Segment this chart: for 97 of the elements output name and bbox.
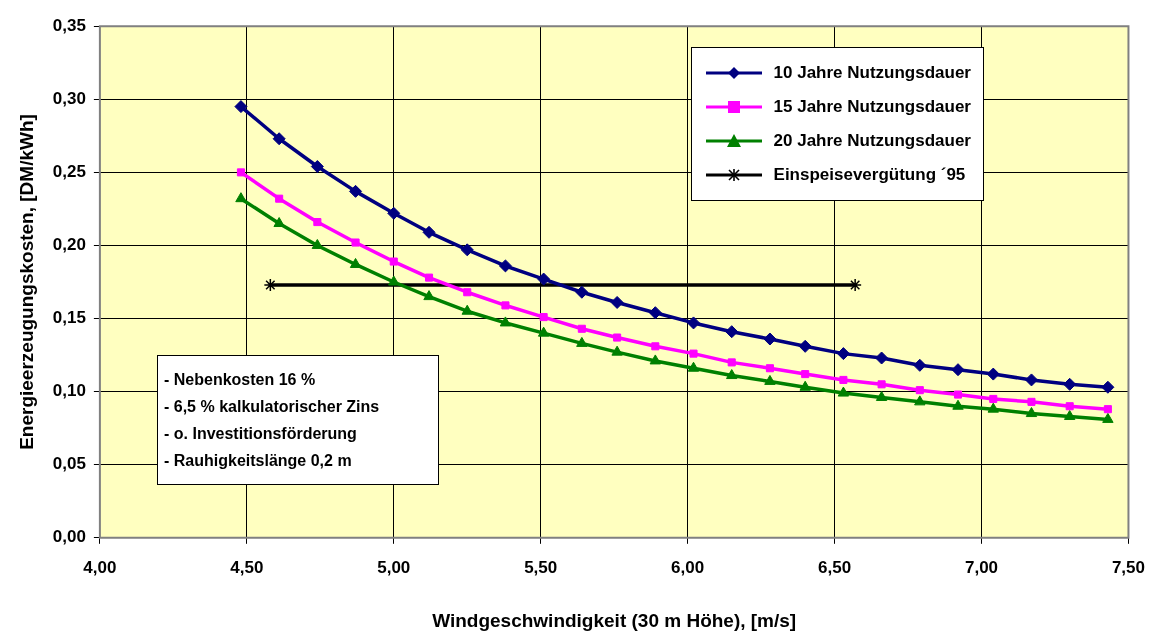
- y-tick-label: 0,05: [52, 454, 86, 474]
- point: [801, 370, 810, 379]
- point: [461, 304, 473, 315]
- y-tick-label: 0,10: [52, 381, 86, 401]
- point: [539, 313, 548, 322]
- point: [501, 301, 510, 310]
- point: [498, 259, 512, 273]
- annotation: - Rauhigkeitslänge 0,2 m: [164, 451, 353, 471]
- point: [1025, 407, 1038, 418]
- x-tick-label: 4,00: [83, 557, 117, 577]
- point: [877, 380, 886, 389]
- point: [388, 275, 400, 286]
- point: [848, 278, 862, 292]
- point: [799, 380, 811, 391]
- point: [460, 243, 474, 257]
- point: [687, 361, 700, 372]
- y-tick-label: 0,25: [52, 162, 86, 182]
- point: [424, 273, 434, 282]
- point: [1102, 412, 1114, 423]
- point: [763, 332, 777, 346]
- point: [275, 194, 284, 203]
- y-tick-label: 0,20: [52, 235, 86, 255]
- point: [1101, 380, 1115, 394]
- x-tick-label: 4,50: [230, 557, 264, 577]
- point: [1024, 373, 1038, 387]
- x-tick-label: 6,50: [818, 557, 852, 577]
- y-tick-label: 0,30: [52, 88, 86, 108]
- legend-label: 20 Jahre Nutzungsdauer: [773, 131, 971, 151]
- annotation: - 6,5 % kalkulatorischer Zins: [164, 397, 381, 417]
- y-tick-label: 0,00: [52, 527, 86, 547]
- point: [349, 184, 363, 198]
- point: [839, 375, 848, 384]
- point: [351, 238, 360, 247]
- x-tick-label: 7,00: [964, 557, 999, 577]
- point: [273, 217, 285, 228]
- y-axis-title: Energieerzeugungskosten, [DM/kWh]: [15, 114, 37, 450]
- point: [1063, 409, 1076, 420]
- point: [798, 339, 812, 353]
- point: [951, 363, 965, 377]
- point: [987, 402, 999, 413]
- point: [236, 168, 245, 177]
- legend-label: Einspeisevergütung ´95: [773, 165, 966, 185]
- point: [687, 316, 701, 330]
- point: [577, 324, 586, 333]
- point: [313, 218, 322, 227]
- point: [648, 306, 662, 320]
- point: [727, 358, 736, 367]
- point: [913, 358, 927, 372]
- point: [389, 257, 398, 266]
- point: [499, 316, 512, 327]
- point: [837, 386, 850, 397]
- point: [463, 288, 472, 297]
- y-tick-label: 0,15: [52, 308, 86, 328]
- annotation: - Nebenkosten 16 %: [164, 370, 317, 390]
- point: [611, 345, 623, 356]
- point: [235, 192, 247, 203]
- point: [1103, 405, 1112, 414]
- x-tick-label: 5,50: [524, 557, 558, 577]
- point: [575, 285, 589, 299]
- point: [613, 333, 622, 342]
- point: [725, 325, 739, 339]
- point: [1027, 397, 1036, 406]
- point: [952, 399, 964, 410]
- x-axis-title: Windgeschwindigkeit (30 m Höhe), [m/s]: [432, 609, 797, 631]
- point: [836, 347, 850, 361]
- point: [537, 326, 550, 337]
- point: [1063, 377, 1077, 391]
- point: [915, 386, 924, 395]
- point: [765, 364, 774, 373]
- point: [726, 369, 738, 380]
- point: [272, 132, 286, 146]
- y-tick-label: 0,35: [52, 15, 86, 35]
- point: [649, 354, 662, 365]
- point: [651, 342, 660, 351]
- point: [764, 374, 776, 385]
- point: [689, 349, 698, 358]
- x-tick-label: 5,00: [377, 557, 411, 577]
- point: [423, 290, 435, 301]
- point: [875, 390, 888, 401]
- point: [387, 206, 401, 220]
- point: [1065, 402, 1074, 411]
- point: [422, 225, 436, 239]
- point: [989, 394, 998, 403]
- point: [234, 100, 248, 114]
- point: [875, 351, 889, 365]
- annotation: - o. Investitionsförderung: [164, 424, 358, 444]
- point: [576, 336, 588, 347]
- legend-label: 15 Jahre Nutzungsdauer: [773, 97, 971, 117]
- point: [537, 272, 551, 286]
- point: [310, 160, 324, 174]
- point: [610, 295, 624, 309]
- legend-label: 10 Jahre Nutzungsdauer: [773, 63, 971, 83]
- x-tick-label: 7,50: [1111, 557, 1145, 577]
- x-tick-label: 6,00: [671, 557, 705, 577]
- point: [986, 367, 1000, 381]
- point: [953, 390, 963, 399]
- point: [914, 395, 926, 406]
